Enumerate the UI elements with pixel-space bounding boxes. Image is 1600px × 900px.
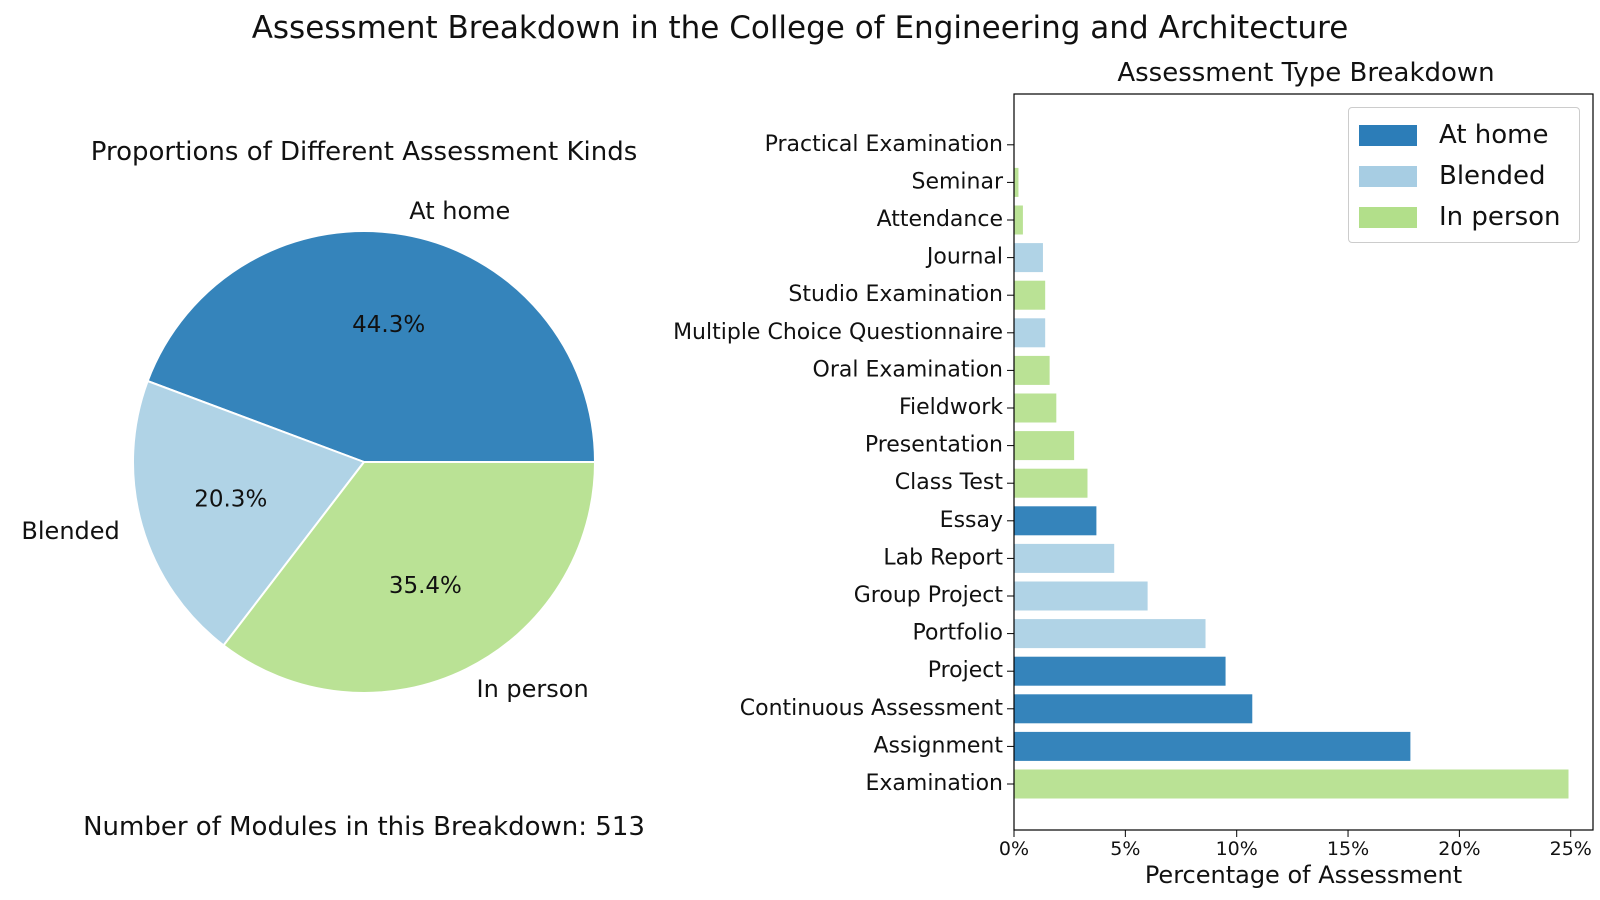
legend-label-in-person: In person: [1439, 202, 1561, 232]
pie-percent-label-in-person: 35.4%: [389, 573, 462, 599]
y-tick-label-presentation: Presentation: [865, 433, 1003, 458]
y-tick-label-project: Project: [928, 658, 1004, 683]
bar-attendance: [1014, 205, 1023, 235]
pie-category-label-in-person: In person: [477, 675, 589, 703]
x-tick-label-5: 5%: [1110, 838, 1140, 860]
pie-percent-label-at-home: 44.3%: [352, 312, 425, 338]
bar-essay: [1014, 506, 1097, 536]
main-title: Assessment Breakdown in the College of E…: [251, 10, 1349, 46]
bar-continuous-assessment: [1014, 694, 1253, 724]
bar-assignment: [1014, 731, 1411, 761]
bar-fieldwork: [1014, 393, 1057, 423]
y-tick-label-journal: Journal: [925, 245, 1003, 270]
bar-presentation: [1014, 431, 1075, 461]
legend-entry-in-person: In person: [1359, 200, 1561, 234]
y-tick-label-assignment: Assignment: [873, 733, 1003, 758]
y-tick-label-essay: Essay: [940, 508, 1003, 533]
legend-swatch-in-person: [1359, 206, 1417, 228]
legend-entry-blended: Blended: [1359, 159, 1546, 193]
y-tick-label-examination: Examination: [865, 771, 1003, 796]
legend-swatch-at-home: [1359, 124, 1417, 146]
y-tick-label-seminar: Seminar: [911, 169, 1003, 194]
bar-chart: Examination Assignment Continuous Assessme…: [673, 93, 1594, 889]
pie-slice-blended: [132, 379, 366, 647]
legend-entry-at-home: At home: [1359, 118, 1549, 152]
module-count-note: Number of Modules in this Breakdown: 513: [83, 812, 645, 842]
bar-seminar: [1014, 167, 1019, 197]
pie-slice-at-home: [146, 230, 597, 463]
legend-swatch-blended: [1359, 165, 1417, 187]
pie-category-label-blended: Blended: [21, 517, 119, 545]
bar-oral-examination: [1014, 355, 1050, 385]
bar-portfolio: [1014, 619, 1206, 649]
bar-studio-examination: [1014, 280, 1046, 310]
pie-category-label-at-home: At home: [409, 197, 510, 225]
bar-project: [1014, 656, 1226, 686]
bar-journal: [1014, 243, 1043, 273]
bar-examination: [1014, 769, 1569, 799]
y-tick-label-multiple-choice-questionnaire: Multiple Choice Questionnaire: [673, 320, 1003, 345]
bar-lab-report: [1014, 543, 1115, 573]
y-tick-label-class-test: Class Test: [895, 470, 1004, 495]
x-tick-label-10: 10%: [1216, 838, 1258, 860]
bar-class-test: [1014, 468, 1088, 498]
y-tick-label-continuous-assessment: Continuous Assessment: [740, 696, 1004, 721]
pie-chart: 44.3% At home 20.3% Blended 35.4% In person: [21, 197, 597, 703]
y-tick-label-fieldwork: Fieldwork: [899, 395, 1003, 420]
pie-slice-in-person: [222, 461, 597, 694]
pie-percent-label-blended: 20.3%: [194, 487, 267, 513]
y-tick-label-attendance: Attendance: [877, 207, 1003, 232]
x-tick-label-0: 0%: [999, 838, 1029, 860]
y-tick-label-group-project: Group Project: [854, 583, 1004, 608]
y-tick-label-oral-examination: Oral Examination: [813, 357, 1003, 382]
pie-chart-title: Proportions of Different Assessment Kind…: [90, 137, 638, 167]
legend-label-blended: Blended: [1439, 161, 1546, 191]
legend-label-at-home: At home: [1439, 120, 1549, 150]
bar-chart-title: Assessment Type Breakdown: [1117, 58, 1495, 88]
y-tick-label-lab-report: Lab Report: [883, 545, 1003, 570]
y-tick-label-practical-examination: Practical Examination: [765, 132, 1003, 157]
x-axis-label: Percentage of Assessment: [1145, 861, 1462, 889]
x-tick-label-15: 15%: [1327, 838, 1369, 860]
x-tick-label-20: 20%: [1438, 838, 1480, 860]
y-tick-label-portfolio: Portfolio: [912, 621, 1003, 646]
bar-group-project: [1014, 581, 1148, 611]
bar-chart-legend: At home Blended In person: [1348, 107, 1580, 243]
x-tick-label-25: 25%: [1550, 838, 1592, 860]
y-tick-label-studio-examination: Studio Examination: [788, 282, 1003, 307]
bar-plot-frame: [1013, 93, 1594, 831]
bar-multiple-choice-questionnaire: [1014, 318, 1046, 348]
